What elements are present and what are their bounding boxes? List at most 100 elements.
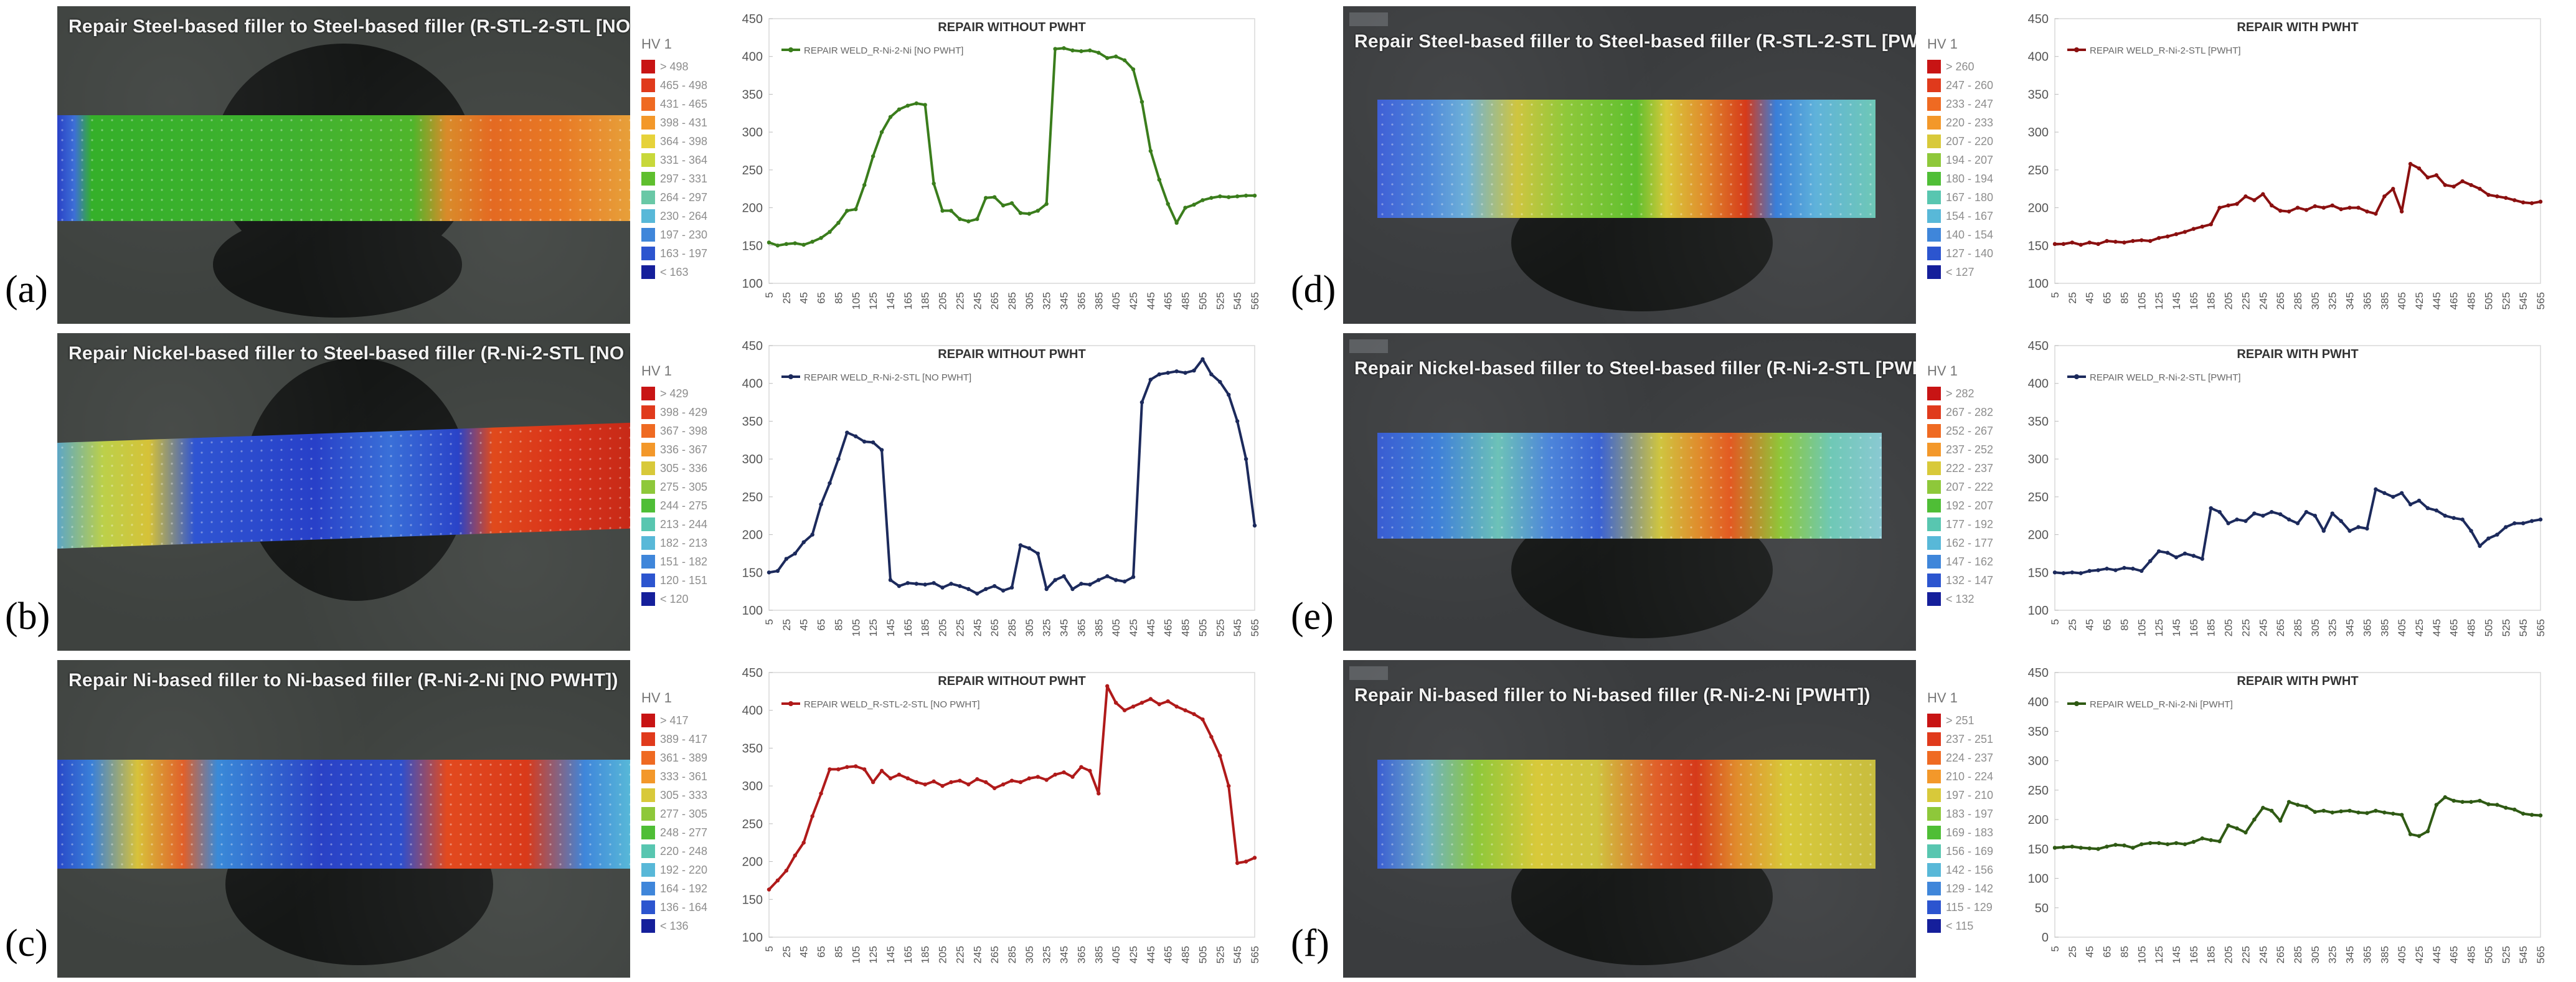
legend-label: 132 - 147	[1946, 574, 1994, 587]
legend-item: 277 - 305	[641, 805, 722, 823]
data-point	[2156, 841, 2161, 846]
y-tick-label: 250	[2028, 784, 2049, 798]
legend-label: > 498	[660, 60, 689, 73]
legend-label: 140 - 154	[1946, 228, 1994, 241]
x-tick-label: 365	[2361, 619, 2373, 636]
x-tick-label: 525	[1214, 619, 1226, 636]
x-tick-label: 565	[2535, 946, 2547, 963]
x-tick-label: 225	[2240, 619, 2252, 636]
data-point	[1174, 220, 1179, 225]
data-point	[2460, 179, 2465, 184]
y-tick-label: 150	[742, 566, 763, 580]
legend-series-name: REPAIR WELD_R-STL-2-STL [NO PWHT]	[804, 699, 980, 710]
y-tick-label: 100	[2028, 277, 2049, 291]
data-point	[984, 780, 988, 785]
data-point	[2278, 209, 2283, 213]
legend-marker	[2074, 47, 2079, 52]
x-tick-label: 385	[2379, 619, 2390, 636]
legend-label: 183 - 197	[1946, 807, 1994, 820]
x-tick-label: 165	[2188, 292, 2200, 309]
x-tick-label: 285	[2292, 619, 2304, 636]
y-tick-label: 350	[742, 742, 763, 755]
data-point	[2191, 839, 2196, 844]
legend-item: 364 - 398	[641, 132, 722, 151]
x-tick-label: 405	[1110, 292, 1122, 309]
legend-label: 167 - 180	[1946, 191, 1994, 204]
hardness-strip	[57, 760, 630, 869]
x-tick-label: 565	[1249, 619, 1261, 636]
legend-label: 264 - 297	[660, 191, 708, 204]
legend-item: 267 - 282	[1927, 403, 2008, 422]
data-point	[1183, 371, 1187, 375]
y-tick-label: 100	[2028, 604, 2049, 618]
data-point	[2529, 519, 2534, 523]
chart-title: REPAIR WITH PWHT	[2237, 674, 2358, 688]
legend-item: 252 - 267	[1927, 422, 2008, 440]
y-tick-label: 100	[742, 277, 763, 291]
hardness-profile-chart: 100 150 200 250 300 350 400 450 5 25 45 65 85 105 125 1…	[732, 660, 1264, 978]
x-tick-label: 125	[2153, 946, 2165, 963]
data-point	[897, 107, 902, 111]
data-point	[1166, 699, 1170, 704]
x-tick-label: 425	[2413, 619, 2425, 636]
data-point	[1227, 392, 1231, 397]
legend-swatch	[641, 265, 655, 279]
legend-item: 147 - 162	[1927, 552, 2008, 571]
legend-swatch	[641, 900, 655, 914]
data-point	[2131, 567, 2135, 571]
legend-label: 182 - 213	[660, 536, 708, 549]
hardness-legend: HV 1 > 260 247 - 260 233 - 247 220 - 233 207 …	[1927, 36, 2008, 281]
legend-swatch	[1927, 807, 1941, 821]
data-point	[836, 767, 841, 772]
data-point	[854, 434, 858, 438]
legend-swatch	[1927, 714, 1941, 727]
legend-swatch	[1927, 153, 1941, 167]
data-point	[1105, 574, 1110, 578]
legend-swatch	[1927, 826, 1941, 839]
plot-frame	[768, 672, 1255, 938]
data-point	[2252, 198, 2257, 202]
data-point	[2504, 196, 2508, 200]
data-point	[2330, 511, 2334, 516]
data-point	[1148, 149, 1153, 153]
legend-swatch	[1927, 247, 1941, 260]
data-point	[1122, 579, 1127, 584]
legend-label: < 120	[660, 592, 689, 605]
legend-item: < 115	[1927, 917, 2008, 935]
legend-item: 465 - 498	[641, 76, 722, 95]
x-tick-label: 65	[2102, 292, 2113, 304]
x-tick-label: 185	[2206, 292, 2217, 309]
x-tick-label: 45	[798, 946, 810, 958]
legend-item: 398 - 429	[641, 403, 722, 422]
legend-swatch	[641, 882, 655, 895]
data-point	[2417, 498, 2422, 503]
y-tick-label: 100	[742, 931, 763, 945]
legend-item: 163 - 197	[641, 244, 722, 263]
data-point	[784, 242, 789, 247]
legend-item: 361 - 389	[641, 748, 722, 767]
data-point	[845, 209, 849, 213]
y-tick-label: 300	[2028, 453, 2049, 466]
data-point	[2339, 809, 2343, 814]
x-tick-label: 325	[1041, 619, 1053, 636]
data-point	[2165, 842, 2170, 846]
y-tick-label: 200	[742, 856, 763, 869]
data-point	[1018, 543, 1023, 547]
legend-item: 222 - 237	[1927, 459, 2008, 478]
data-point	[2538, 517, 2543, 522]
legend-swatch	[641, 387, 655, 400]
data-point	[1097, 791, 1101, 796]
legend-item: 151 - 182	[641, 552, 722, 571]
x-tick-label: 505	[2483, 946, 2494, 963]
legend-marker	[2074, 701, 2079, 706]
x-tick-label: 45	[2084, 292, 2096, 304]
data-point	[767, 240, 771, 245]
legend-swatch	[641, 116, 655, 130]
data-point	[1166, 371, 1170, 375]
data-point	[819, 502, 823, 507]
data-point	[1209, 372, 1214, 377]
data-point	[2252, 511, 2257, 516]
legend-label: 162 - 177	[1946, 536, 1994, 549]
